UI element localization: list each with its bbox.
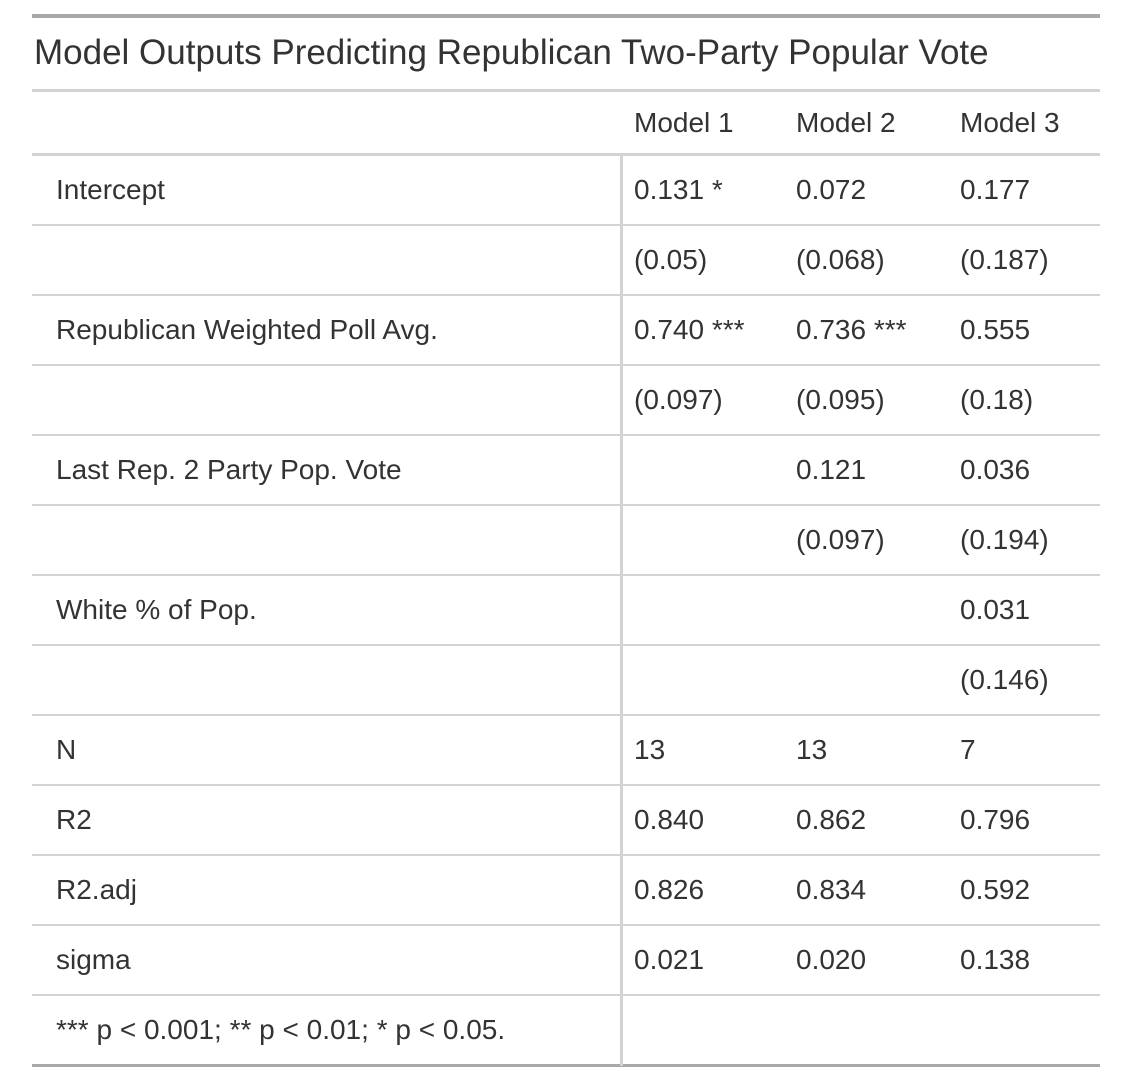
table-row: (0.146) <box>32 645 1100 716</box>
stub-separator <box>620 505 623 576</box>
cell-model-2: 0.736 *** <box>796 314 907 345</box>
table-title: Model Outputs Predicting Republican Two-… <box>34 33 989 72</box>
footnote-row: *** p < 0.001; ** p < 0.01; * p < 0.05. <box>32 995 1100 1067</box>
cell-model-2: 0.834 <box>796 874 867 905</box>
cell-model-3: 0.036 <box>960 454 1031 485</box>
table-row: sigma 0.021 0.020 0.138 <box>32 925 1100 996</box>
cell-model-1: 13 <box>634 734 666 765</box>
cell-model-3: 0.031 <box>960 594 1031 625</box>
stub-separator <box>620 785 623 856</box>
table-row: (0.097) (0.194) <box>32 505 1100 576</box>
cell-model-1: 0.840 <box>634 804 705 835</box>
cell-model-1: 0.826 <box>634 874 705 905</box>
regression-table: Model Outputs Predicting Republican Two-… <box>32 14 1100 1067</box>
row-label: N <box>56 734 77 765</box>
significance-footnote: *** p < 0.001; ** p < 0.01; * p < 0.05. <box>56 1014 506 1045</box>
cell-model-2: (0.068) <box>796 244 885 275</box>
cell-model-2: 0.121 <box>796 454 867 485</box>
table-row: R2 0.840 0.862 0.796 <box>32 785 1100 856</box>
header-rule <box>32 153 1100 156</box>
cell-model-2: 0.072 <box>796 174 867 205</box>
table-row: White % of Pop. 0.031 <box>32 575 1100 646</box>
cell-model-3: (0.18) <box>960 384 1034 415</box>
cell-model-1: 0.131 * <box>634 174 723 205</box>
stub-separator <box>620 855 623 926</box>
stub-separator <box>620 225 623 296</box>
column-header-model-3: Model 3 <box>960 106 1060 138</box>
stub-separator <box>620 645 623 716</box>
cell-model-2: (0.095) <box>796 384 885 415</box>
row-label: Intercept <box>56 174 165 205</box>
row-label: sigma <box>56 944 131 975</box>
column-header-model-1: Model 1 <box>634 106 734 138</box>
cell-model-3: (0.194) <box>960 524 1049 555</box>
cell-model-2: 0.020 <box>796 944 867 975</box>
stub-separator <box>620 435 623 506</box>
table-row: Republican Weighted Poll Avg. 0.740 *** … <box>32 295 1100 366</box>
cell-model-3: 0.555 <box>960 314 1031 345</box>
cell-model-1: (0.05) <box>634 244 708 275</box>
stub-separator <box>620 295 623 366</box>
table-row: R2.adj 0.826 0.834 0.592 <box>32 855 1100 926</box>
column-header-model-2: Model 2 <box>796 106 896 138</box>
table-row: (0.097) (0.095) (0.18) <box>32 365 1100 436</box>
table-row: N 13 13 7 <box>32 715 1100 786</box>
cell-model-1: (0.097) <box>634 384 723 415</box>
cell-model-3: 0.138 <box>960 944 1031 975</box>
cell-model-3: 0.592 <box>960 874 1031 905</box>
table-row: Intercept 0.131 * 0.072 0.177 <box>32 155 1100 226</box>
row-label: Republican Weighted Poll Avg. <box>56 314 438 345</box>
cell-model-2: (0.097) <box>796 524 885 555</box>
stub-separator <box>620 925 623 996</box>
stub-separator <box>620 715 623 786</box>
cell-model-3: 7 <box>960 734 976 765</box>
cell-model-2: 13 <box>796 734 828 765</box>
table-row: Last Rep. 2 Party Pop. Vote 0.121 0.036 <box>32 435 1100 506</box>
cell-model-3: 0.796 <box>960 804 1031 835</box>
row-label: White % of Pop. <box>56 594 257 625</box>
cell-model-3: (0.146) <box>960 664 1049 695</box>
row-label: R2.adj <box>56 874 137 905</box>
row-label: R2 <box>56 804 92 835</box>
cell-model-1: 0.740 *** <box>634 314 745 345</box>
row-label: Last Rep. 2 Party Pop. Vote <box>56 454 402 485</box>
cell-model-3: 0.177 <box>960 174 1031 205</box>
cell-model-1: 0.021 <box>634 944 705 975</box>
cell-model-3: (0.187) <box>960 244 1049 275</box>
stub-separator <box>620 155 623 226</box>
stub-separator <box>620 995 623 1066</box>
top-rule <box>32 14 1100 18</box>
stub-separator <box>620 575 623 646</box>
title-rule <box>32 89 1100 92</box>
table-row: (0.05) (0.068) (0.187) <box>32 225 1100 296</box>
column-header-row: Model 1 Model 2 Model 3 <box>32 92 1100 153</box>
cell-model-2: 0.862 <box>796 804 867 835</box>
stub-separator <box>620 365 623 436</box>
